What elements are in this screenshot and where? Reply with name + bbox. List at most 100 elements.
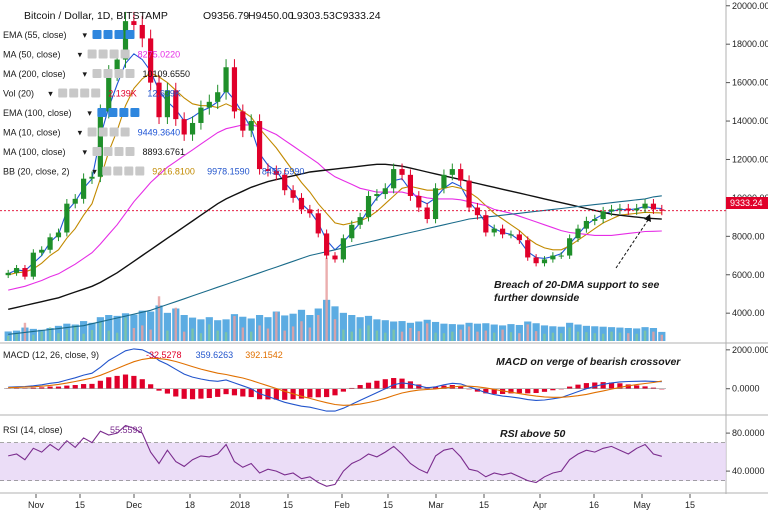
add-icon[interactable] bbox=[80, 88, 90, 98]
settings-icon[interactable] bbox=[98, 49, 108, 59]
volume-spike bbox=[32, 334, 35, 341]
close-icon[interactable] bbox=[130, 108, 140, 117]
indicator-row[interactable]: MA (50, close) ▾ 8275.0220 bbox=[3, 49, 180, 60]
ohlc-open: O9356.79 bbox=[203, 10, 249, 22]
eye-icon[interactable] bbox=[92, 69, 102, 78]
indicator-row[interactable]: MA (200, close) ▾ 10109.6550 bbox=[3, 69, 190, 79]
indicator-row[interactable]: EMA (100, close) ▾ bbox=[3, 108, 140, 118]
indicator-value: 2.139K bbox=[108, 89, 137, 99]
indicator-row[interactable]: MA (10, close) ▾ 9449.3640 bbox=[3, 127, 180, 138]
macd-histogram-bar bbox=[365, 382, 372, 389]
macd-histogram-bar bbox=[307, 388, 313, 398]
candle-body bbox=[5, 272, 11, 276]
candle-body bbox=[516, 234, 522, 241]
annotation-arrow-head bbox=[644, 214, 651, 222]
candle-body bbox=[349, 224, 355, 239]
volume-spike bbox=[585, 332, 588, 341]
macd-histogram-bar bbox=[600, 382, 606, 389]
candle-body bbox=[139, 24, 145, 39]
eye-icon[interactable] bbox=[97, 108, 107, 117]
settings-icon[interactable] bbox=[69, 88, 79, 98]
volume-bar bbox=[373, 319, 381, 341]
close-icon[interactable] bbox=[125, 147, 135, 156]
volume-spike bbox=[40, 331, 43, 341]
close-icon[interactable] bbox=[91, 88, 101, 98]
settings-icon[interactable] bbox=[98, 127, 108, 137]
macd-histogram-bar bbox=[575, 384, 581, 389]
eye-icon[interactable] bbox=[92, 147, 102, 156]
chevron-down-icon: ▾ bbox=[83, 147, 88, 157]
close-icon[interactable] bbox=[125, 30, 135, 39]
volume-bar bbox=[130, 314, 138, 341]
macd-histogram-bar bbox=[30, 387, 36, 389]
volume-bar bbox=[197, 319, 205, 341]
candle-body bbox=[282, 174, 288, 191]
macd-histogram-bar bbox=[491, 388, 497, 394]
indicator-legend[interactable]: EMA (55, close) ▾ MA (50, close) ▾ 8275.0220… bbox=[3, 30, 304, 435]
indicator-value: 12.639K bbox=[147, 89, 181, 99]
rsi-annotation: RSI above 50 bbox=[500, 428, 566, 440]
add-icon[interactable] bbox=[109, 127, 119, 137]
close-icon[interactable] bbox=[120, 127, 130, 137]
add-icon[interactable] bbox=[124, 166, 134, 176]
macd-histogram-bar bbox=[550, 388, 556, 391]
settings-icon[interactable] bbox=[103, 69, 113, 78]
add-icon[interactable] bbox=[114, 69, 124, 78]
volume-spike bbox=[308, 327, 312, 341]
eye-icon[interactable] bbox=[102, 166, 112, 176]
macd-histogram-bar bbox=[81, 384, 87, 389]
macd-histogram-bar bbox=[89, 383, 95, 389]
volume-spike bbox=[518, 333, 521, 341]
volume-bar bbox=[222, 319, 230, 341]
volume-spike bbox=[534, 331, 538, 341]
eye-icon[interactable] bbox=[87, 127, 97, 137]
macd-histogram-bar bbox=[97, 380, 103, 389]
indicator-row[interactable]: MA (100, close) ▾ 8893.6761 bbox=[3, 147, 185, 157]
macd-histogram-bar bbox=[617, 383, 623, 389]
macd-histogram-bar bbox=[164, 388, 171, 394]
add-icon[interactable] bbox=[109, 49, 119, 59]
volume-bar bbox=[398, 321, 406, 341]
add-icon[interactable] bbox=[114, 30, 124, 39]
close-icon[interactable] bbox=[135, 166, 145, 176]
settings-icon[interactable] bbox=[103, 147, 113, 156]
volume-spike bbox=[367, 325, 370, 341]
macd-histogram-bar bbox=[349, 387, 355, 389]
candle-body bbox=[491, 228, 497, 233]
candle-body bbox=[22, 268, 28, 277]
x-tick-label: Dec bbox=[126, 500, 143, 510]
settings-icon[interactable] bbox=[108, 108, 118, 117]
settings-icon[interactable] bbox=[103, 30, 113, 39]
indicator-row[interactable]: BB (20, close, 2) ▾ 9216.8100 9978.1590 8455… bbox=[3, 166, 304, 177]
volume-spike bbox=[551, 332, 555, 341]
indicator-row[interactable]: Vol (20) ▾ 2.139K 12.639K bbox=[3, 88, 181, 99]
add-icon[interactable] bbox=[119, 108, 129, 117]
indicator-value: 9216.8100 bbox=[152, 167, 195, 177]
volume-spike bbox=[593, 333, 596, 341]
candle-body bbox=[407, 174, 414, 196]
eye-icon[interactable] bbox=[92, 30, 102, 39]
volume-bar bbox=[80, 321, 88, 341]
add-icon[interactable] bbox=[114, 147, 124, 156]
candles bbox=[5, 11, 665, 280]
candle-body bbox=[474, 207, 481, 216]
indicator-row[interactable]: EMA (55, close) ▾ bbox=[3, 30, 135, 40]
volume-bar bbox=[247, 318, 255, 341]
volume-spike bbox=[166, 330, 169, 341]
x-tick-label: 15 bbox=[283, 500, 293, 510]
eye-icon[interactable] bbox=[58, 88, 68, 98]
close-icon[interactable] bbox=[120, 49, 130, 59]
close-icon[interactable] bbox=[125, 69, 135, 78]
volume-bar bbox=[163, 312, 172, 341]
candle-body bbox=[55, 232, 62, 238]
eye-icon[interactable] bbox=[87, 49, 97, 59]
volume-spike bbox=[610, 331, 613, 341]
volume-spike bbox=[199, 333, 203, 341]
candle-body bbox=[357, 217, 363, 225]
settings-icon[interactable] bbox=[113, 166, 123, 176]
candle-body bbox=[416, 195, 422, 208]
macd-histogram-bar bbox=[608, 382, 615, 389]
macd-histogram-bar bbox=[282, 388, 288, 400]
indicator-label: MA (100, close) bbox=[3, 147, 66, 157]
macd-tick-label: 0.0000 bbox=[732, 384, 760, 394]
